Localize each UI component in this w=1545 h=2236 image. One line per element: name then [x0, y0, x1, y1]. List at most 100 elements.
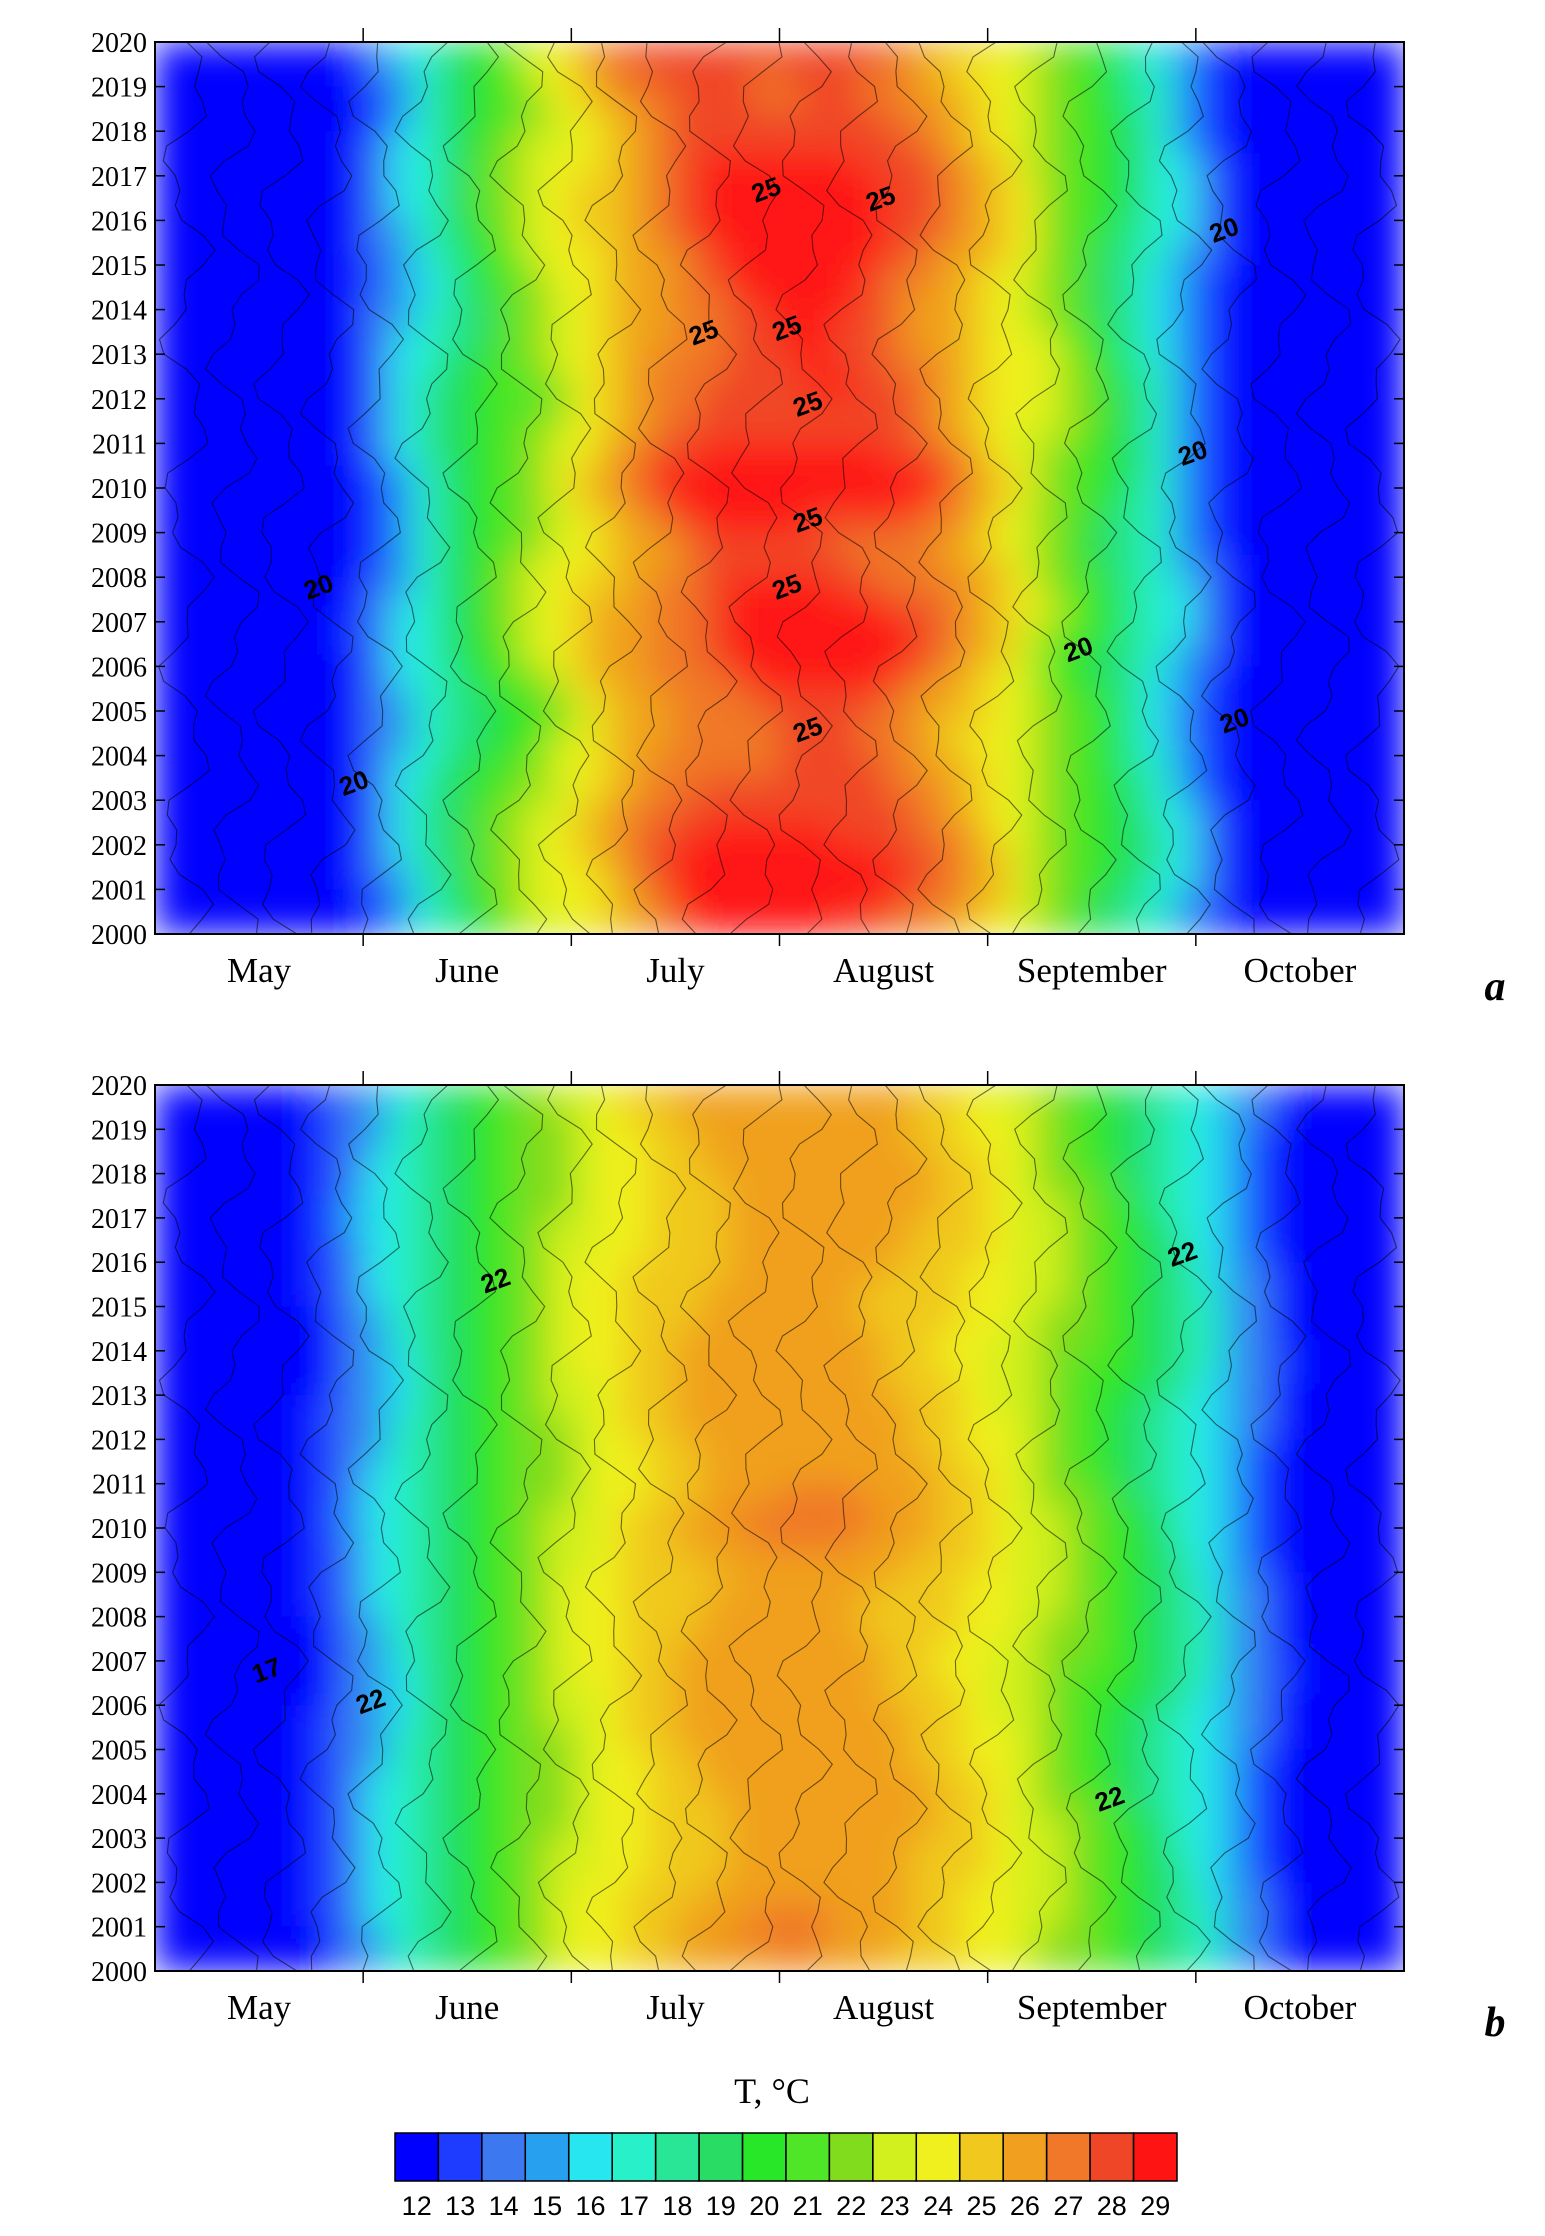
temperature-cell: [1273, 577, 1301, 601]
temperature-cell: [467, 1572, 495, 1596]
temperature-cell: [441, 1594, 469, 1618]
temperature-cell: [181, 1461, 208, 1485]
temperature-cell: [1221, 1948, 1249, 1971]
temperature-cell: [415, 777, 443, 802]
temperature-cell: [1325, 867, 1353, 891]
temperature-cell: [259, 711, 287, 735]
temperature-cell: [1195, 1373, 1223, 1397]
temperature-cell: [597, 621, 625, 646]
temperature-cell: [1273, 644, 1301, 668]
temperature-cell: [597, 242, 625, 266]
temperature-cell: [519, 1616, 547, 1640]
temperature-cell: [623, 1771, 651, 1795]
temperature-cell: [1091, 800, 1119, 824]
temperature-cell: [909, 1793, 937, 1817]
temperature-cell: [623, 1528, 651, 1552]
temperature-cell: [1325, 577, 1353, 601]
temperature-cell: [1091, 1085, 1119, 1109]
temperature-cell: [1169, 711, 1197, 735]
temperature-cell: [857, 1882, 885, 1906]
temperature-cell: [649, 1882, 677, 1906]
temperature-cell: [987, 354, 1015, 378]
temperature-cell: [1065, 711, 1093, 735]
temperature-cell: [415, 354, 443, 378]
temperature-cell: [337, 1616, 365, 1640]
temperature-cell: [155, 510, 182, 534]
temperature-cell: [1143, 844, 1171, 869]
temperature-cell: [571, 1882, 599, 1906]
temperature-cell: [597, 1461, 625, 1485]
temperature-cell: [623, 733, 651, 757]
temperature-cell: [701, 1660, 729, 1684]
contour-line: [252, 1085, 310, 1971]
temperature-cell: [311, 1771, 339, 1795]
temperature-cell: [1013, 1306, 1041, 1330]
y-tick-label: 2004: [91, 742, 147, 773]
temperature-cell: [545, 398, 573, 423]
temperature-cell: [441, 1217, 469, 1241]
temperature-cell: [857, 1107, 885, 1131]
temperature-cell: [675, 621, 703, 646]
temperature-cell: [1221, 1129, 1249, 1153]
temperature-cell: [1221, 1660, 1249, 1684]
temperature-cell: [857, 644, 885, 668]
temperature-cell: [233, 1262, 261, 1286]
temperature-cell: [155, 867, 182, 891]
temperature-cell: [701, 644, 729, 668]
temperature-cell: [1013, 1882, 1041, 1906]
temperature-cell: [909, 911, 937, 934]
temperature-cell: [1221, 398, 1249, 423]
temperature-cell: [727, 309, 755, 333]
temperature-cell: [1091, 1528, 1119, 1552]
temperature-cell: [1299, 621, 1327, 646]
temperature-cell: [935, 532, 963, 556]
temperature-cell: [571, 1439, 599, 1463]
temperature-cell: [519, 1107, 547, 1131]
temperature-cell: [1117, 554, 1145, 579]
temperature-cell: [155, 1373, 182, 1397]
temperature-cell: [1039, 220, 1067, 244]
temperature-cell: [363, 220, 391, 244]
temperature-cell: [415, 889, 443, 913]
temperature-cell: [441, 465, 469, 489]
temperature-cell: [493, 1350, 521, 1374]
temperature-cell: [1352, 1860, 1379, 1884]
temperature-cell: [233, 1660, 261, 1684]
temperature-cell: [1091, 889, 1119, 913]
temperature-cell: [389, 1838, 417, 1862]
temperature-cell: [1299, 398, 1327, 423]
temperature-cell: [753, 1151, 781, 1175]
temperature-cell: [1221, 1439, 1249, 1463]
temperature-cell: [441, 688, 469, 712]
colorbar-tick-label: 15: [532, 2191, 562, 2221]
temperature-cell: [1117, 889, 1145, 913]
temperature-cell: [779, 1838, 807, 1862]
temperature-cell: [1325, 1129, 1353, 1153]
temperature-cell: [1299, 1948, 1327, 1971]
y-tick-label: 2006: [91, 1691, 147, 1722]
temperature-cell: [1378, 688, 1404, 712]
temperature-cell: [779, 86, 807, 110]
temperature-cell: [909, 376, 937, 400]
colorbar-swatch: [1089, 2132, 1135, 2182]
temperature-cell: [805, 153, 833, 177]
temperature-cell: [207, 64, 234, 88]
temperature-cell: [1195, 309, 1223, 333]
temperature-cell: [233, 398, 261, 423]
temperature-cell: [961, 621, 989, 646]
temperature-cell: [857, 354, 885, 378]
temperature-cell: [1117, 1505, 1145, 1529]
temperature-cell: [909, 822, 937, 846]
temperature-cell: [883, 1594, 911, 1618]
temperature-cell: [519, 1417, 547, 1441]
temperature-cell: [1299, 488, 1327, 512]
temperature-cell: [1169, 1860, 1197, 1884]
temperature-cell: [883, 577, 911, 601]
temperature-cell: [935, 1638, 963, 1662]
temperature-cell: [1013, 1328, 1041, 1352]
temperature-cell: [1039, 1373, 1067, 1397]
temperature-cell: [233, 488, 261, 512]
temperature-cell: [649, 398, 677, 423]
temperature-cell: [701, 131, 729, 155]
temperature-cell: [675, 287, 703, 311]
